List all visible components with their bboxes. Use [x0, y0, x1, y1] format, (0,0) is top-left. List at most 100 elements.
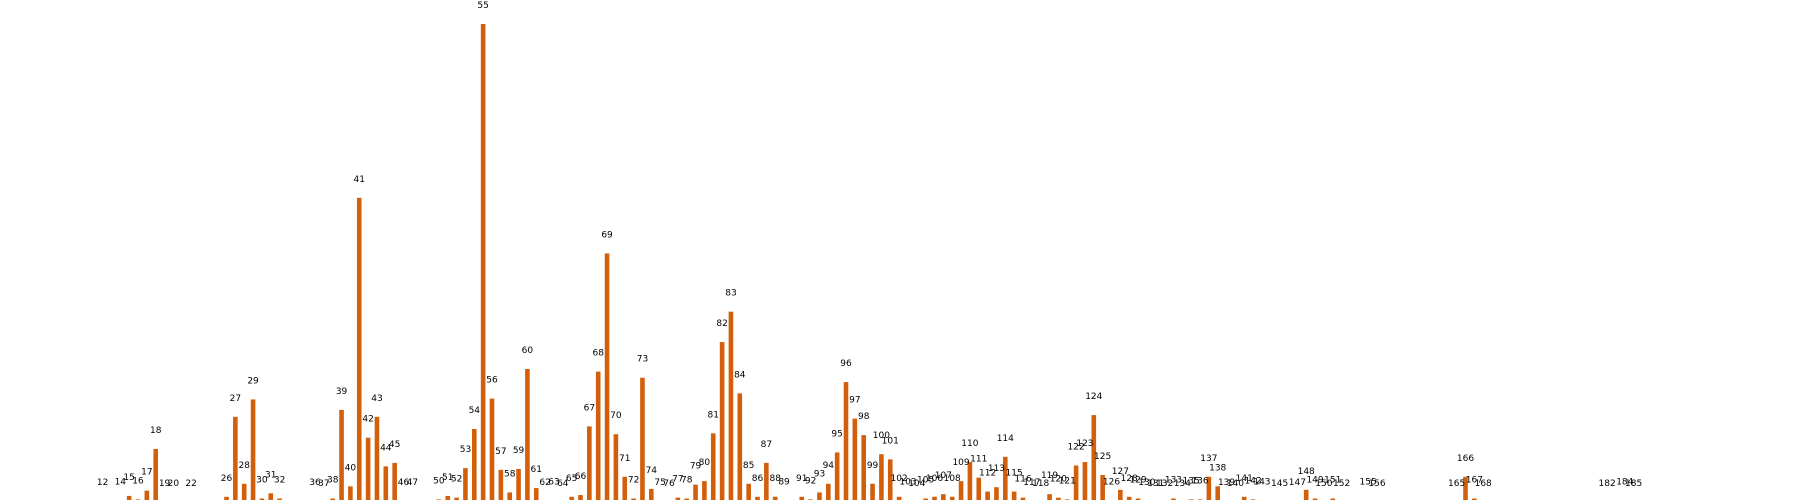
- bar-label-156: 156: [1368, 479, 1385, 489]
- bar-label-93: 93: [814, 469, 825, 479]
- bar-label-150: 150: [1315, 479, 1332, 489]
- bar-label-126: 126: [1103, 477, 1120, 487]
- bar-label-14: 14: [115, 477, 127, 487]
- bar-label-117: 117: [1023, 478, 1040, 488]
- bar-label-138: 138: [1209, 463, 1226, 473]
- bar-27: [233, 416, 238, 500]
- bar-106: [932, 496, 937, 500]
- bar-label-122: 122: [1068, 443, 1085, 453]
- bar-label-141: 141: [1236, 474, 1253, 484]
- bar-label-123: 123: [1076, 439, 1093, 449]
- bar-44: [383, 466, 389, 500]
- bar-label-75: 75: [654, 478, 665, 488]
- bar-58: [507, 492, 512, 500]
- bar-30: [259, 498, 265, 500]
- bar-label-139: 139: [1218, 478, 1235, 488]
- bar-label-127: 127: [1112, 467, 1129, 477]
- bar-label-151: 151: [1324, 476, 1341, 486]
- bar-label-87: 87: [761, 440, 772, 450]
- bar-label-20: 20: [168, 479, 180, 489]
- bar-119: [1047, 494, 1052, 500]
- bar-78: [684, 498, 689, 500]
- bar-label-102: 102: [891, 474, 908, 484]
- bar-129: [1135, 498, 1141, 500]
- bar-42: [365, 437, 371, 500]
- bar-label-71: 71: [619, 454, 630, 464]
- bar-label-27: 27: [230, 394, 241, 404]
- bar-86: [755, 496, 760, 500]
- bar-label-149: 149: [1306, 476, 1323, 486]
- bar-98: [861, 435, 866, 500]
- bar-label-29: 29: [247, 376, 259, 386]
- bar-label-57: 57: [495, 447, 506, 457]
- bar-label-128: 128: [1121, 474, 1138, 484]
- bar-label-65: 65: [566, 474, 577, 484]
- bar-label-129: 129: [1129, 476, 1146, 486]
- bar-66: [578, 495, 583, 500]
- bar-100: [879, 454, 884, 500]
- bar-32: [277, 498, 282, 500]
- bar-label-66: 66: [575, 472, 587, 482]
- bar-label-135: 135: [1183, 476, 1200, 486]
- bar-label-86: 86: [752, 474, 764, 484]
- bar-39: [339, 409, 344, 500]
- bar-label-80: 80: [699, 458, 711, 468]
- bar-109: [958, 481, 964, 500]
- bar-label-133: 133: [1165, 476, 1182, 486]
- bar-125: [1100, 475, 1105, 500]
- bar-84: [737, 393, 743, 500]
- bar-91: [799, 496, 805, 500]
- bar-label-45: 45: [389, 440, 400, 450]
- bar-123: [1082, 462, 1088, 500]
- bar-label-54: 54: [469, 406, 481, 416]
- bar-74: [649, 488, 654, 500]
- bar-label-84: 84: [734, 370, 746, 380]
- bar-137: [1206, 476, 1212, 500]
- bar-label-32: 32: [274, 476, 285, 486]
- bar-label-155: 155: [1360, 477, 1377, 487]
- bar-label-69: 69: [601, 230, 613, 240]
- bar-label-60: 60: [522, 346, 534, 356]
- bar-label-111: 111: [970, 455, 987, 465]
- bar-53: [463, 468, 468, 500]
- bar-label-167: 167: [1466, 476, 1483, 486]
- bar-166: [1463, 476, 1468, 500]
- bar-128: [1126, 496, 1132, 500]
- bar-81: [710, 433, 716, 500]
- bar-label-52: 52: [451, 475, 462, 485]
- bar-label-47: 47: [407, 478, 418, 488]
- bar-80: [702, 481, 707, 500]
- bar-label-108: 108: [944, 474, 961, 484]
- bar-label-140: 140: [1227, 479, 1244, 489]
- bar-label-98: 98: [858, 412, 870, 422]
- bar-60: [525, 369, 530, 500]
- bar-69: [604, 253, 610, 500]
- bar-label-134: 134: [1174, 479, 1191, 489]
- bar-label-81: 81: [708, 410, 719, 420]
- bar-133: [1171, 498, 1176, 500]
- bar-115: [1011, 491, 1017, 500]
- bar-label-74: 74: [646, 466, 658, 476]
- bar-151: [1330, 498, 1336, 500]
- bar-94: [826, 483, 831, 500]
- bar-label-36: 36: [309, 478, 321, 488]
- bar-label-40: 40: [345, 463, 357, 473]
- bar-label-83: 83: [725, 289, 736, 299]
- bar-label-50: 50: [433, 476, 445, 486]
- bar-label-124: 124: [1085, 392, 1102, 402]
- bar-label-41: 41: [354, 175, 365, 185]
- bar-99: [870, 483, 875, 500]
- bar-65: [569, 496, 574, 500]
- bar-88: [772, 496, 778, 500]
- bar-label-95: 95: [831, 429, 842, 439]
- bar-41: [356, 197, 362, 500]
- bar-label-82: 82: [716, 319, 727, 329]
- bars-layer: [126, 24, 1477, 500]
- bar-38: [330, 498, 335, 500]
- bar-45: [392, 462, 397, 500]
- bar-label-44: 44: [380, 443, 392, 453]
- bar-87: [764, 462, 769, 500]
- bar-label-105: 105: [917, 476, 934, 486]
- bar-17: [144, 490, 150, 500]
- bar-15: [126, 495, 132, 500]
